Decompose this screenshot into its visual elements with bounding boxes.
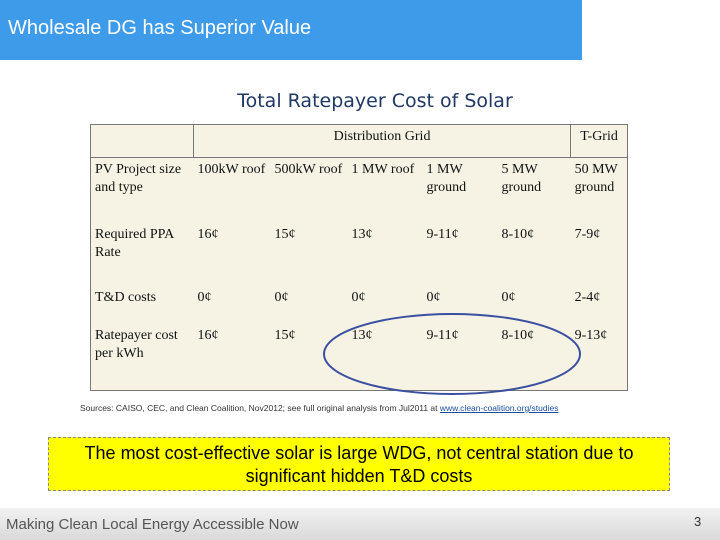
page-number: 3 xyxy=(694,514,702,529)
table-cell: 9-11¢ xyxy=(426,226,459,242)
table-cell: 7-9¢ xyxy=(574,226,601,242)
table-cell: 15¢ xyxy=(274,226,296,242)
table-cell: 8-10¢ xyxy=(501,327,535,343)
row-header: T&D costs xyxy=(95,289,157,305)
group-header: Distribution Grid xyxy=(192,124,572,158)
table-cell: 5 MW ground xyxy=(501,162,542,195)
callout: The most cost-effective solar is large W… xyxy=(48,437,670,491)
table-cell: 0¢ xyxy=(426,289,441,305)
table-row: Ratepayer cost per kWh 16¢ 15¢ 13¢ 9-11¢ 8-10… xyxy=(91,324,628,391)
table-cell: 8-10¢ xyxy=(501,226,535,242)
footer-text: Making Clean Local Energy Accessible Now xyxy=(6,516,299,533)
row-header: Ratepayer cost per kWh xyxy=(95,327,178,361)
table-cell: 2-4¢ xyxy=(574,289,601,305)
table-cell: 9-11¢ xyxy=(426,327,459,343)
table-row: T&D costs 0¢ 0¢ 0¢ 0¢ 0¢ 2-4¢ xyxy=(91,286,628,324)
subtitle: Total Ratepayer Cost of Solar xyxy=(237,90,513,112)
table-cell: 13¢ xyxy=(351,327,373,343)
cost-table: Distribution Grid T-Grid PV Project size… xyxy=(90,124,629,391)
table-row: Required PPA Rate 16¢ 15¢ 13¢ 9-11¢ 8-10¢ 7-9¢ xyxy=(91,223,628,286)
table-cell: 0¢ xyxy=(274,289,289,305)
table-cell: 1 MW ground xyxy=(426,162,467,195)
slide-title: Wholesale DG has Superior Value xyxy=(8,17,312,39)
header-bar: Wholesale DG has Superior Value xyxy=(0,0,582,60)
table-cell: 100kW roof xyxy=(197,162,266,177)
table-cell: 16¢ xyxy=(197,327,219,343)
table-cell: 500kW roof xyxy=(274,162,343,177)
table-cell: 50 MW ground xyxy=(574,162,618,195)
table-cell: 15¢ xyxy=(274,327,296,343)
table-cell: 1 MW roof xyxy=(351,162,415,177)
table-row: PV Project size and type 100kW roof 500kW … xyxy=(91,158,628,223)
sources-link[interactable]: www.clean-coalition.org/studies xyxy=(439,403,559,413)
sources-text: Sources: CAISO, CEC, and Clean Coalition… xyxy=(80,403,438,413)
table-cell: 0¢ xyxy=(197,289,212,305)
table-cell: 16¢ xyxy=(197,226,219,242)
group-header-row: Distribution Grid T-Grid xyxy=(90,124,629,158)
sources: Sources: CAISO, CEC, and Clean Coalition… xyxy=(80,403,558,413)
table-cell: 0¢ xyxy=(351,289,366,305)
footer-bar: Making Clean Local Energy Accessible Now… xyxy=(0,508,720,540)
group-header: T-Grid xyxy=(570,124,629,158)
table-cell: 9-13¢ xyxy=(574,327,608,343)
table-cell: 0¢ xyxy=(501,289,516,305)
row-header: PV Project size and type xyxy=(95,162,182,195)
row-header: Required PPA Rate xyxy=(95,226,174,260)
corner-cell xyxy=(90,124,194,158)
table-cell: 13¢ xyxy=(351,226,373,242)
